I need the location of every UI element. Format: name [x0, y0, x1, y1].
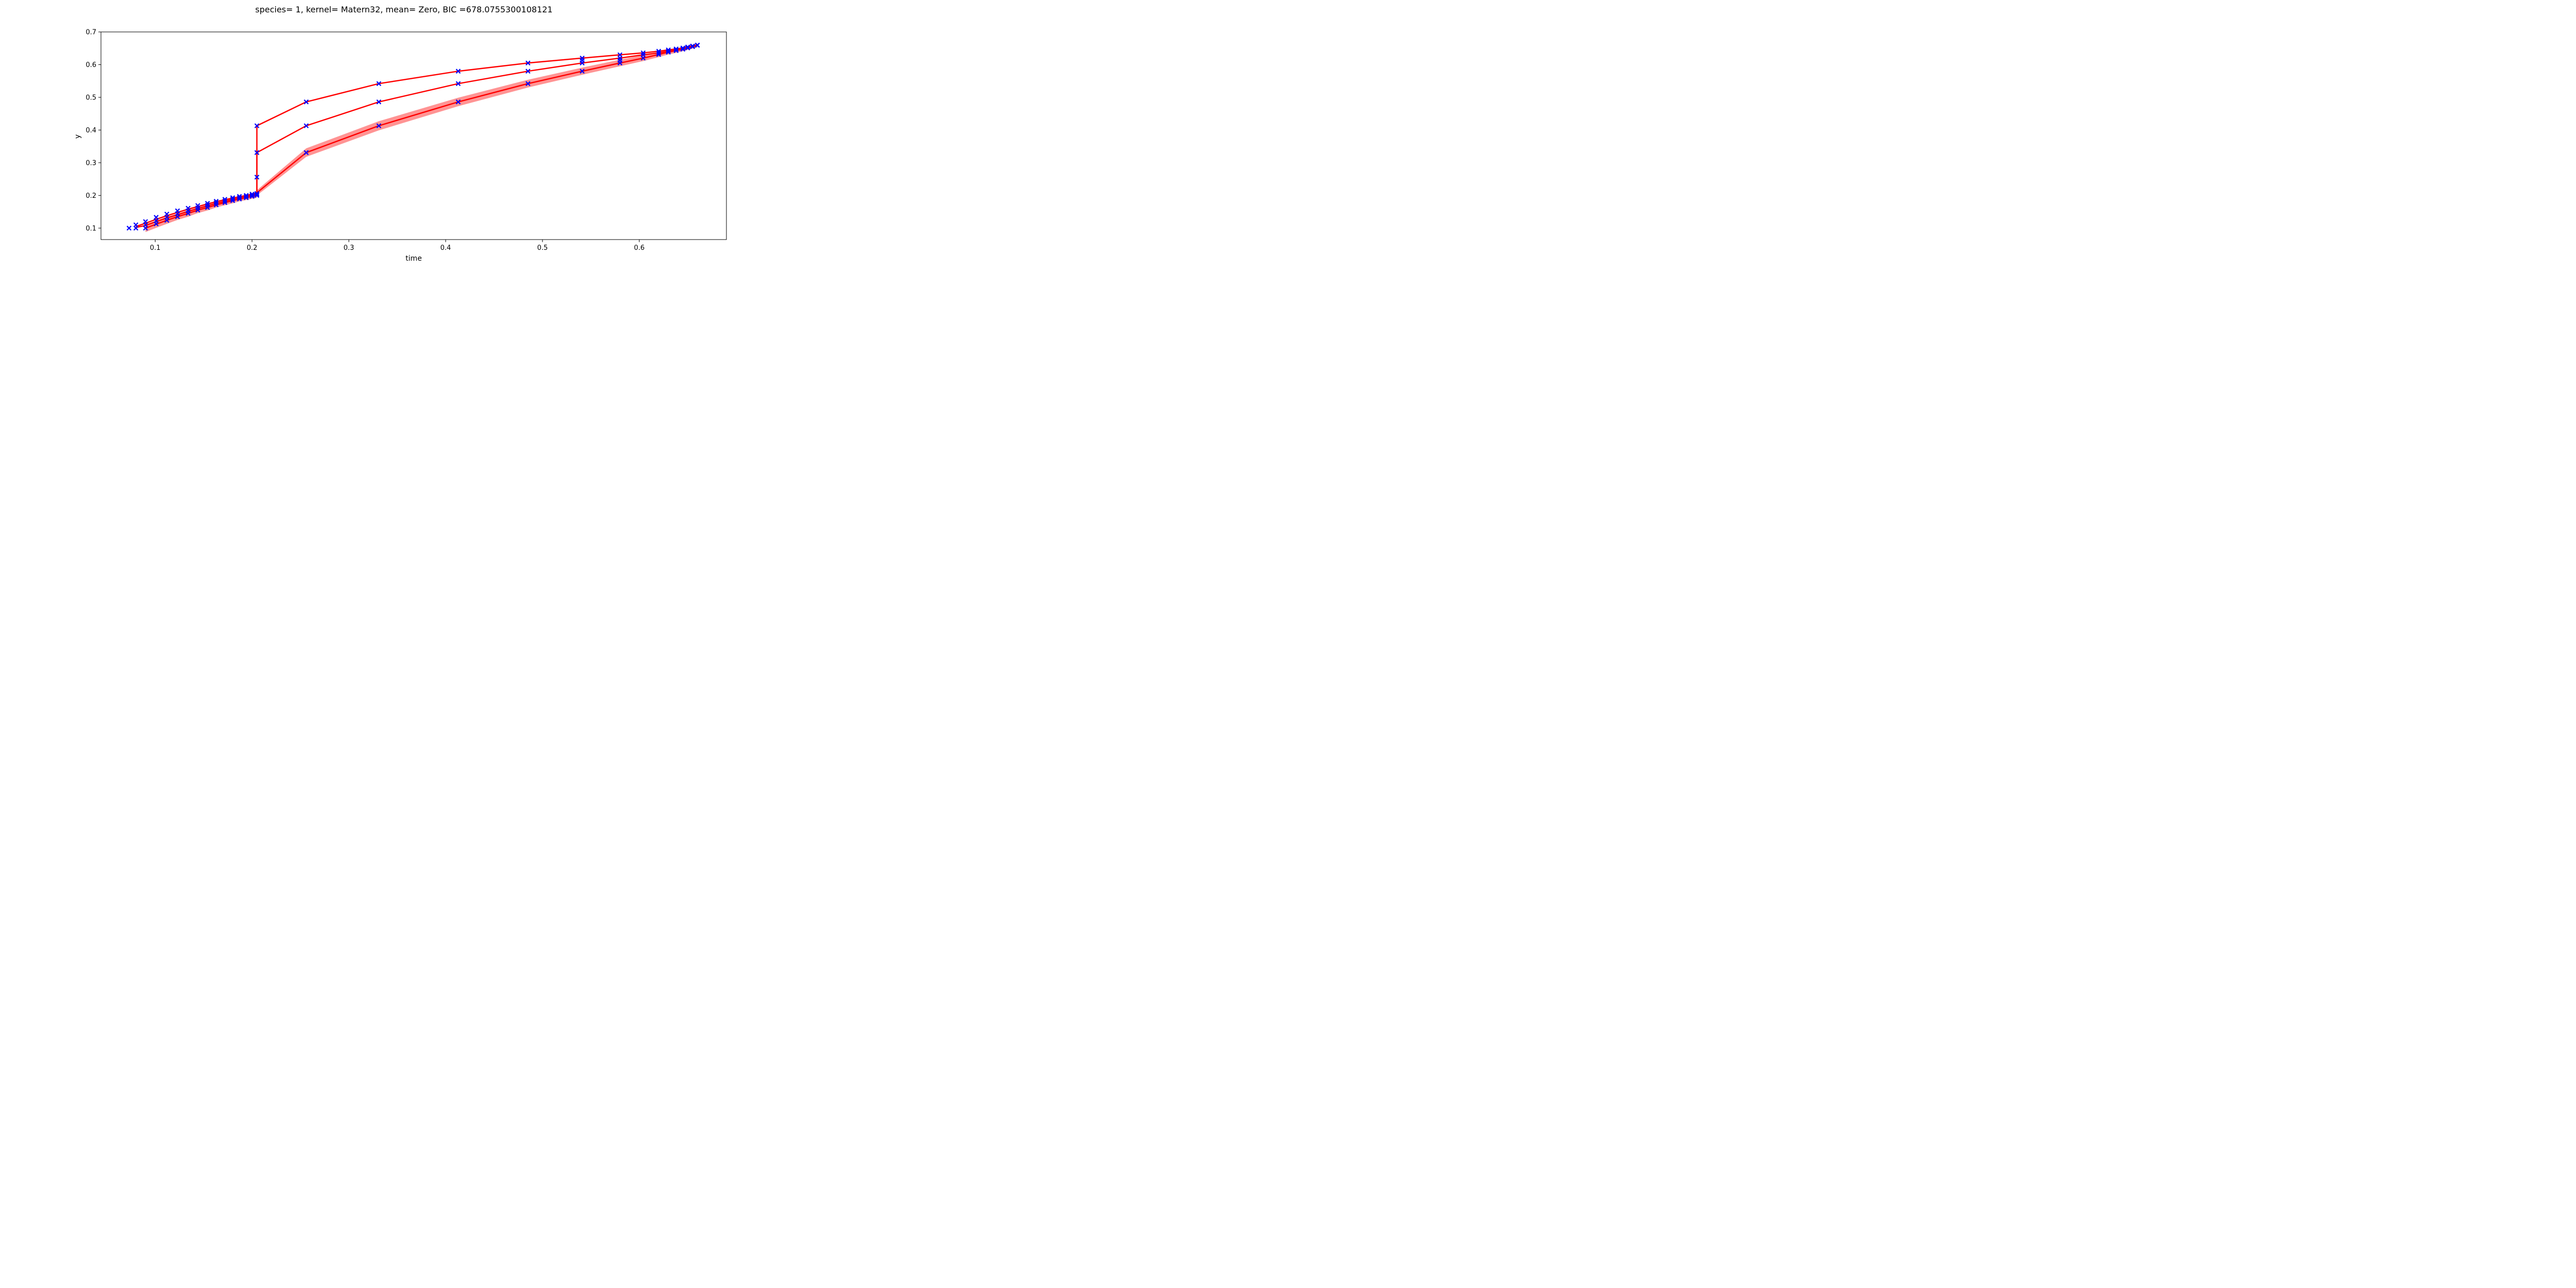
data-point-marker — [376, 81, 382, 87]
data-point-marker — [673, 46, 679, 52]
confidence-band-3 — [145, 43, 698, 232]
data-point-marker — [154, 218, 159, 224]
data-point-marker — [640, 50, 646, 56]
data-point-marker — [244, 194, 249, 199]
data-point-marker — [205, 200, 210, 206]
data-point-marker — [617, 52, 623, 58]
x-tick-label: 0.2 — [247, 244, 258, 252]
data-point-marker — [680, 46, 686, 52]
data-point-marker — [526, 81, 531, 87]
data-point-marker — [376, 123, 382, 128]
data-point-marker — [303, 150, 309, 155]
data-point-marker — [222, 197, 228, 202]
data-point-marker — [526, 69, 531, 74]
data-point-marker — [244, 193, 249, 198]
data-point-marker — [236, 195, 242, 200]
y-tick-label: 0.6 — [86, 61, 96, 69]
y-tick-label: 0.3 — [86, 159, 96, 167]
data-point-marker — [656, 48, 662, 54]
x-tick-label: 0.6 — [634, 244, 645, 252]
data-point-marker — [580, 69, 585, 74]
data-point-marker — [673, 47, 679, 53]
y-tick-label: 0.2 — [86, 192, 96, 200]
data-point-marker — [254, 123, 260, 128]
data-point-marker — [222, 198, 228, 204]
data-point-marker — [175, 208, 180, 213]
data-point-marker — [143, 219, 148, 224]
data-point-marker — [254, 175, 260, 180]
series-line-1 — [135, 44, 698, 227]
data-point-marker — [185, 206, 191, 211]
data-point-marker — [126, 226, 132, 231]
data-point-marker — [195, 203, 200, 208]
data-point-marker — [694, 42, 700, 48]
chart: species= 1, kernel= Matern32, mean= Zero… — [74, 5, 727, 263]
data-point-marker — [249, 192, 255, 197]
data-point-marker — [455, 69, 461, 74]
y-tick-label: 0.1 — [86, 225, 96, 232]
data-point-marker — [154, 215, 159, 220]
data-point-marker — [254, 150, 260, 155]
series-line-2 — [135, 44, 698, 228]
data-point-marker — [164, 211, 170, 217]
y-axis-label: y — [74, 134, 82, 139]
data-point-marker — [254, 192, 260, 197]
y-tick-label: 0.5 — [86, 94, 96, 101]
data-point-marker — [303, 99, 309, 105]
plot-area: 0.1 0.2 0.3 0.4 0.5 0.6 0.1 0.2 0.3 0.4 0.5 0.6 0.7 — [86, 29, 727, 252]
data-point-marker — [230, 196, 235, 202]
x-tick-label: 0.3 — [344, 244, 354, 252]
chart-title: species= 1, kernel= Matern32, mean= Zero… — [255, 5, 552, 14]
data-point-marker — [656, 50, 662, 56]
data-point-marker — [526, 60, 531, 66]
data-point-marker — [249, 193, 255, 198]
data-point-marker — [685, 44, 690, 49]
data-point-marker — [213, 198, 219, 204]
data-point-marker — [666, 47, 671, 53]
data-point-marker — [690, 43, 695, 49]
y-tick-label: 0.4 — [86, 127, 96, 134]
data-point-marker — [666, 48, 671, 54]
x-axis-label: time — [405, 255, 422, 263]
axes-frame — [100, 31, 727, 240]
y-tick-label: 0.7 — [86, 29, 96, 37]
data-point-marker — [680, 45, 686, 50]
data-point-marker — [213, 200, 219, 206]
x-tick-label: 0.1 — [150, 244, 161, 252]
data-point-marker — [254, 191, 260, 196]
x-tick-label: 0.5 — [537, 244, 548, 252]
data-point-marker — [133, 222, 139, 228]
data-point-marker — [455, 81, 461, 87]
data-point-marker — [455, 99, 461, 105]
data-point-marker — [236, 194, 242, 199]
data-point-marker — [376, 99, 382, 105]
data-point-marker — [230, 195, 235, 200]
data-point-marker — [580, 56, 585, 61]
data-point-marker — [303, 123, 309, 128]
x-tick-label: 0.4 — [440, 244, 451, 252]
